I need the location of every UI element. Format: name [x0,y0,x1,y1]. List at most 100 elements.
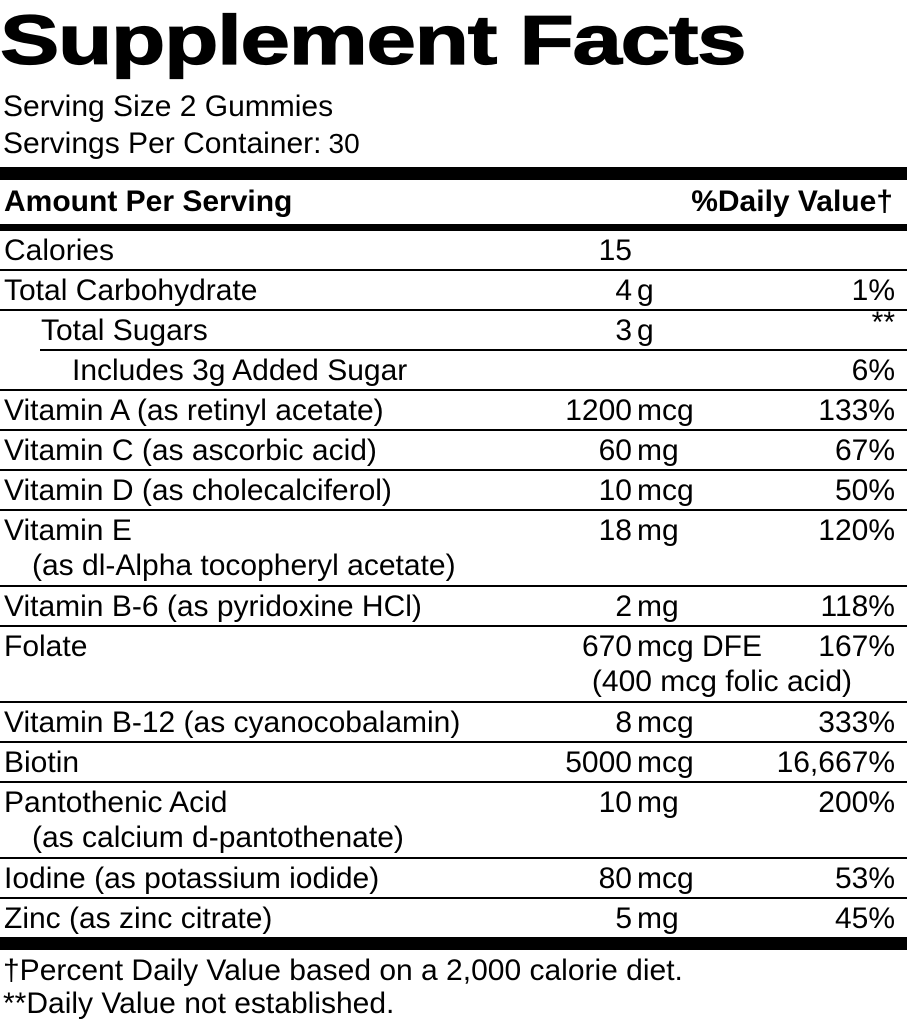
nutrient-amount-value: 15 [598,233,632,267]
nutrient-right-column: mcg 53% [632,862,895,895]
nutrient-amount-value: 60 [598,433,632,467]
table-row-main: Vitamin B-6 (as pyridoxine HCl) 2 mg 118… [0,587,907,625]
nutrient-amount-value: 5000 [565,745,632,779]
table-row-main: Total Carbohydrate 4 g 1% [0,271,907,309]
table-row: Vitamin B-6 (as pyridoxine HCl) 2 mg 118… [0,587,907,627]
divider-medium [0,223,907,231]
nutrient-name: Total Sugars [41,313,208,347]
nutrient-name: Pantothenic Acid [4,785,228,819]
table-row-main: Vitamin E 18 mg 120% [0,511,907,549]
nutrient-amount-value: 5 [615,901,632,935]
nutrient-amount-unit: mcg [637,473,694,507]
table-row: Folate 670 mcg DFE 167% (400 mcg folic a… [0,627,907,703]
table-row: Vitamin D (as cholecalciferol) 10 mcg 50… [0,471,907,511]
nutrient-amount-value: 80 [598,861,632,895]
nutrient-amount-value: 3 [615,313,632,347]
nutrient-note: (as calcium d-pantothenate) [32,820,404,854]
nutrient-right-column: g 1% [632,274,895,307]
nutrient-name: Vitamin D (as cholecalciferol) [4,473,392,507]
table-row-main: Total Sugars 3 g ** [0,306,907,349]
nutrient-name: Vitamin C (as ascorbic acid) [4,433,377,467]
nutrient-name: Folate [4,629,88,663]
nutrient-amount-unit: g [637,273,654,307]
table-row: Zinc (as zinc citrate) 5 mg 45% [0,899,907,937]
table-row: Vitamin B-12 (as cyanocobalamin) 8 mcg 3… [0,703,907,743]
nutrient-amount-unit: mg [637,433,679,467]
footnote-daily-value-basis: †Percent Daily Value based on a 2,000 ca… [3,953,683,987]
nutrient-daily-value: 6% [851,353,895,387]
nutrient-amount-value: 18 [598,513,632,547]
label-title: Supplement Facts [0,3,907,78]
nutrient-amount-unit: mg [637,589,679,623]
table-row-main: Vitamin C (as ascorbic acid) 60 mg 67% [0,431,907,469]
table-row: Total Sugars 3 g ** [0,306,907,351]
table-row-main: Vitamin D (as cholecalciferol) 10 mcg 50… [0,471,907,509]
nutrient-daily-value: 120% [818,513,895,547]
nutrient-name: Includes 3g Added Sugar [72,353,408,387]
nutrient-amount-unit: mcg [637,705,694,739]
table-row-main: Calories 15 [0,231,907,269]
table-row-main: Vitamin A (as retinyl acetate) 1200 mcg … [0,391,907,429]
nutrient-right-column: mg 118% [632,590,895,623]
table-row: Calories 15 [0,231,907,271]
nutrient-daily-value: 67% [834,433,895,467]
nutrient-right-column: mcg 133% [632,394,895,427]
nutrient-amount-unit: mg [637,513,679,547]
table-row-main: Zinc (as zinc citrate) 5 mg 45% [0,899,907,937]
table-row: Biotin 5000 mcg 16,667% [0,743,907,783]
nutrient-note: (as dl-Alpha tocopheryl acetate) [32,548,456,582]
table-row: Includes 3g Added Sugar 6% [0,351,907,391]
servings-per-container-line: Servings Per Container: 30 [3,125,907,162]
nutrient-amount-unit: mg [637,901,679,935]
table-row-main: Pantothenic Acid 10 mg 200% [0,783,907,821]
nutrient-right-column: mcg 16,667% [632,746,895,779]
footnotes: †Percent Daily Value based on a 2,000 ca… [0,954,907,1020]
nutrient-right-column: mcg 333% [632,706,895,739]
nutrient-amount-unit: mcg DFE [637,629,763,663]
nutrient-name: Total Carbohydrate [4,273,258,307]
nutrient-amount-value: 10 [598,473,632,507]
table-row: Vitamin C (as ascorbic acid) 60 mg 67% [0,431,907,471]
nutrient-daily-value: 45% [834,901,895,935]
divider-thick-top [0,166,907,180]
table-row: Total Carbohydrate 4 g 1% [0,271,907,311]
table-row-main: Folate 670 mcg DFE 167% [0,627,907,665]
nutrient-amount-unit: mcg [637,861,694,895]
table-row-main: Biotin 5000 mcg 16,667% [0,743,907,781]
nutrient-right-column: g ** [632,306,895,347]
table-row: Pantothenic Acid 10 mg 200% (as calcium … [0,783,907,859]
nutrient-name: Biotin [4,745,80,779]
nutrient-name: Vitamin A (as retinyl acetate) [4,393,384,427]
nutrient-amount-unit: mg [637,785,679,819]
nutrient-right-column: mg 67% [632,434,895,467]
nutrient-name: Calories [4,233,115,267]
nutrient-right-column: mg 120% [632,514,895,547]
nutrient-amount-unit: mcg [637,393,694,427]
nutrient-right-column: mg 200% [632,786,895,819]
nutrient-amount-value: 1200 [565,393,632,427]
nutrient-amount-value: 8 [615,705,632,739]
nutrient-daily-value: 53% [834,861,895,895]
nutrient-amount-value: 670 [581,629,632,663]
table-header: Amount Per Serving %Daily Value† [0,180,907,224]
servings-per-container-label: Servings Per Container: [3,126,322,160]
nutrient-note: (400 mcg folic acid) [591,664,852,698]
nutrient-name: Vitamin B-12 (as cyanocobalamin) [4,705,461,739]
daily-value-header: %Daily Value† [691,184,893,218]
nutrient-daily-value: 333% [818,705,895,739]
nutrient-name: Iodine (as potassium iodide) [4,861,380,895]
nutrient-table: Calories 15 Total Carbohydrate 4 g 1% To… [0,231,907,937]
nutrient-amount-value: 4 [615,273,632,307]
nutrient-daily-value: 1% [851,273,895,307]
serving-size-line: Serving Size 2 Gummies [3,89,334,123]
nutrient-daily-value: 16,667% [776,745,895,779]
nutrient-daily-value: 50% [834,473,895,507]
nutrient-amount-unit: mcg [637,745,694,779]
nutrient-daily-value: ** [871,305,895,339]
nutrient-right-column: mcg 50% [632,474,895,507]
table-row-main: Iodine (as potassium iodide) 80 mcg 53% [0,859,907,897]
nutrient-daily-value: 133% [818,393,895,427]
nutrient-daily-value: 167% [818,629,895,663]
nutrient-right-column: mg 45% [632,902,895,935]
